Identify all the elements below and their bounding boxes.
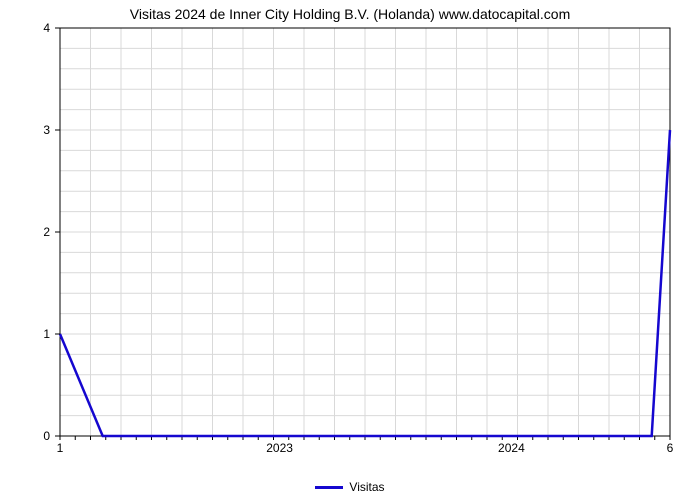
chart-legend: Visitas (0, 480, 700, 494)
chart-grid (60, 28, 670, 436)
y-axis-labels: 0 1 2 3 4 (43, 21, 60, 443)
legend-swatch (315, 486, 343, 489)
svg-text:3: 3 (43, 123, 50, 137)
svg-text:2: 2 (43, 225, 50, 239)
svg-text:1: 1 (43, 327, 50, 341)
x-axis-labels: 1 6 2023 2024 (57, 441, 674, 455)
svg-text:1: 1 (57, 441, 64, 455)
svg-text:2024: 2024 (498, 441, 525, 455)
svg-text:4: 4 (43, 21, 50, 35)
chart-svg: 01234 1620232024 (0, 0, 700, 500)
svg-text:0: 0 (43, 429, 50, 443)
svg-text:6: 6 (667, 441, 674, 455)
legend-label: Visitas (349, 480, 384, 494)
svg-text:2023: 2023 (266, 441, 293, 455)
